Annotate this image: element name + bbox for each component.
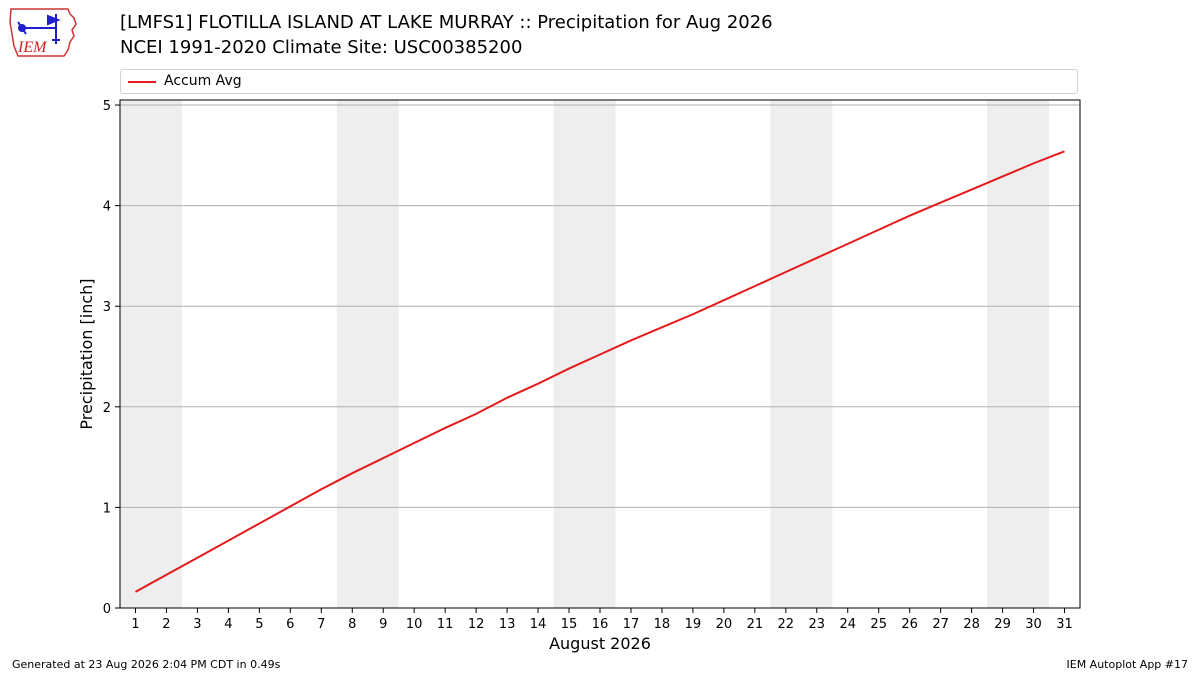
x-tick-label-30: 30 [1025, 617, 1042, 632]
series-line-0 [135, 150, 1065, 593]
x-axis-ticks: 1 2 3 4 5 6 7 8 9 10 11 12 13 14 15 16 17 18 19 20 21 22 23 24 2… [131, 608, 1073, 632]
x-tick-label-6: 6 [286, 617, 294, 632]
y-tick-label-5: 5 [103, 99, 111, 114]
x-tick-label-19: 19 [685, 617, 702, 632]
weekend-shading [120, 100, 1050, 608]
x-tick-label-1: 1 [131, 617, 139, 632]
x-tick-label-11: 11 [437, 617, 454, 632]
x-tick-label-23: 23 [809, 617, 826, 632]
chart-subtitle: NCEI 1991-2020 Climate Site: USC00385200 [120, 37, 523, 58]
generated-timestamp: Generated at 23 Aug 2026 2:04 PM CDT in … [12, 658, 281, 671]
x-tick-label-9: 9 [379, 617, 387, 632]
x-tick-label-26: 26 [901, 617, 918, 632]
grid-lines [120, 104, 1080, 508]
y-tick-label-2: 2 [103, 401, 111, 416]
y-axis-ticks: 0 1 2 3 4 5 [103, 99, 120, 617]
x-tick-label-20: 20 [716, 617, 733, 632]
x-tick-label-21: 21 [747, 617, 764, 632]
x-tick-label-4: 4 [224, 617, 232, 632]
x-tick-label-17: 17 [623, 617, 640, 632]
x-tick-label-14: 14 [530, 617, 547, 632]
y-tick-label-0: 0 [103, 602, 111, 617]
x-tick-label-10: 10 [406, 617, 423, 632]
y-tick-label-4: 4 [103, 200, 111, 215]
y-axis-label: Precipitation [inch] [77, 278, 96, 429]
x-tick-label-2: 2 [162, 617, 170, 632]
weekend-shade-3 [770, 100, 833, 608]
logo-text: IEM [17, 39, 48, 56]
x-tick-label-7: 7 [317, 617, 325, 632]
weekend-shade-4 [987, 100, 1050, 608]
y-tick-label-3: 3 [103, 300, 111, 315]
iowa-outline-icon [9, 8, 77, 57]
x-tick-label-8: 8 [348, 617, 356, 632]
x-tick-label-24: 24 [839, 617, 856, 632]
x-tick-label-25: 25 [870, 617, 887, 632]
series-layer [135, 150, 1065, 593]
iem-logo: IEM [9, 8, 77, 57]
autoplot-app-label: IEM Autoplot App #17 [1066, 658, 1189, 671]
weekend-shade-2 [553, 100, 616, 608]
x-tick-label-3: 3 [193, 617, 201, 632]
x-tick-label-29: 29 [994, 617, 1011, 632]
x-axis-label: August 2026 [549, 634, 651, 653]
x-tick-label-22: 22 [778, 617, 795, 632]
x-tick-label-31: 31 [1056, 617, 1073, 632]
chart-title: [LMFS1] FLOTILLA ISLAND AT LAKE MURRAY :… [120, 12, 773, 33]
weekend-shade-1 [336, 100, 399, 608]
x-tick-label-16: 16 [592, 617, 609, 632]
legend-swatch-accum-avg [128, 81, 156, 83]
legend-label-accum-avg: Accum Avg [164, 73, 242, 89]
x-tick-label-13: 13 [499, 617, 516, 632]
x-tick-label-15: 15 [561, 617, 578, 632]
x-tick-label-12: 12 [468, 617, 485, 632]
x-tick-label-28: 28 [963, 617, 980, 632]
x-tick-label-5: 5 [255, 617, 263, 632]
y-tick-label-1: 1 [103, 501, 111, 516]
x-tick-label-27: 27 [932, 617, 949, 632]
weather-station-icon [17, 14, 61, 44]
legend: Accum Avg [120, 69, 1078, 94]
x-tick-label-18: 18 [654, 617, 671, 632]
weekend-shade-0 [120, 100, 182, 608]
